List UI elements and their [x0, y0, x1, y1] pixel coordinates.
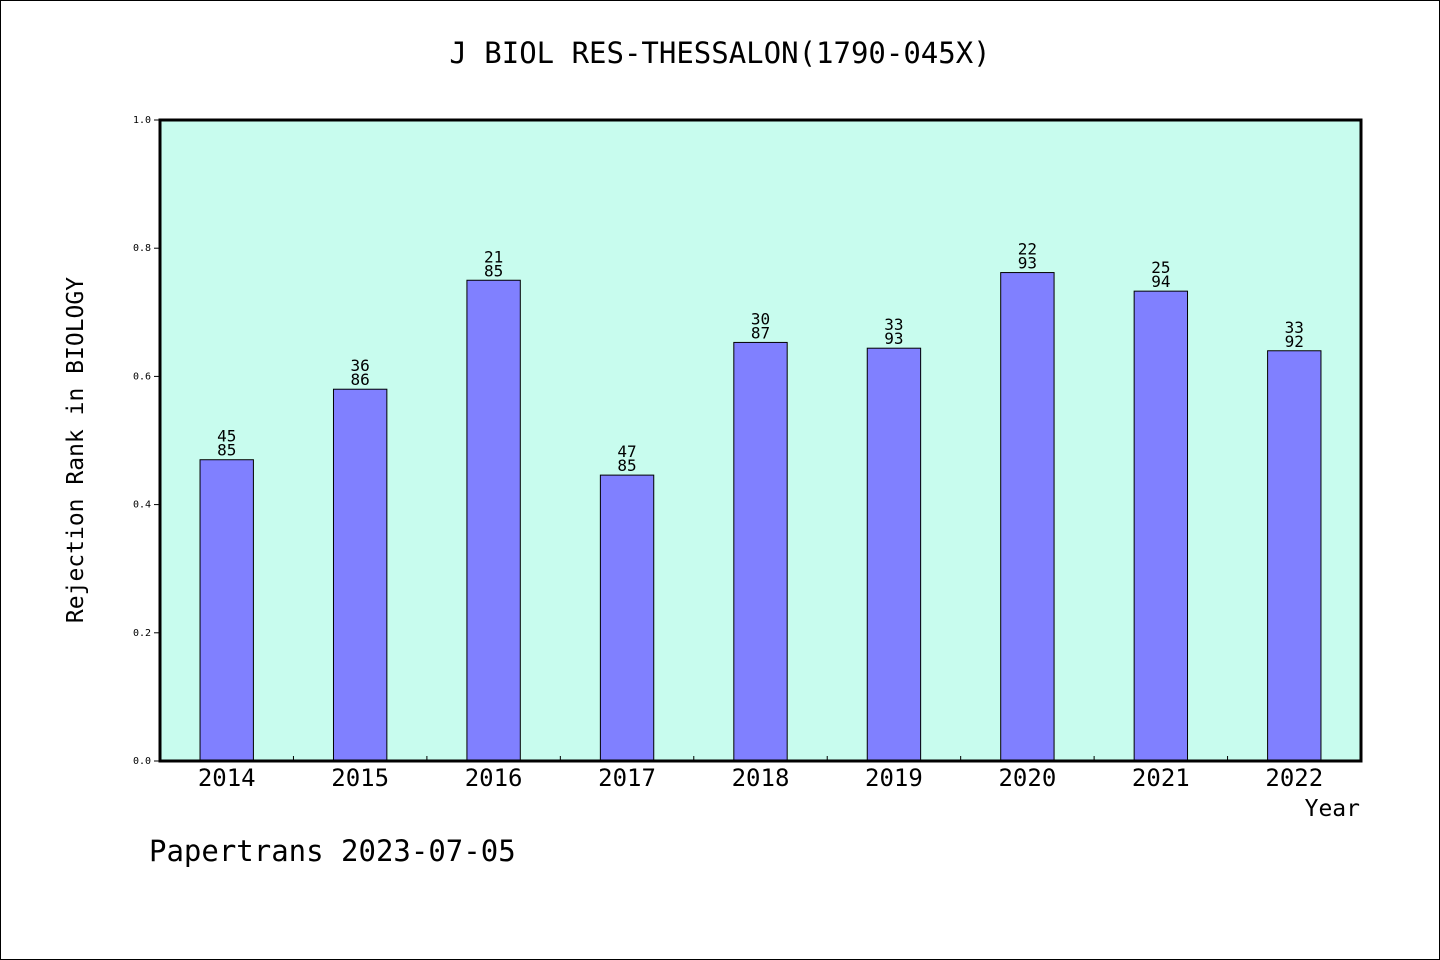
bar-2020 [1000, 272, 1055, 762]
bar-label-total: 85 [217, 441, 236, 460]
bar-label-total: 92 [1285, 332, 1304, 351]
y-tick-label: 0.2 [133, 628, 151, 639]
x-tick-label: 2016 [465, 764, 523, 792]
y-tick-label: 0.0 [133, 756, 151, 767]
x-tick-label: 2014 [198, 764, 256, 792]
y-tick-label: 0.4 [133, 500, 151, 511]
bar-label-total: 85 [617, 456, 636, 475]
plot-border [158, 118, 1363, 763]
bar-2022 [1267, 350, 1322, 762]
x-tick-label: 2020 [998, 764, 1056, 792]
bar-label-rank: 33 [1285, 318, 1304, 337]
y-tick-label: 0.8 [133, 243, 151, 254]
bar-label-rank: 22 [1018, 240, 1037, 259]
x-tick-label: 2021 [1132, 764, 1190, 792]
bar-label-total: 87 [751, 323, 770, 342]
x-tick-label: 2018 [732, 764, 790, 792]
bar-2014 [199, 459, 254, 762]
bar-2019 [866, 347, 922, 762]
bar-label-total: 94 [1151, 272, 1170, 291]
bar-label-total: 86 [351, 370, 370, 389]
bar-label-total: 93 [1018, 254, 1037, 273]
bar-label-rank: 45 [217, 427, 236, 446]
x-tick-label: 2022 [1265, 764, 1323, 792]
x-axis-label: Year [1304, 796, 1360, 822]
y-tick-label: 0.6 [133, 371, 151, 382]
x-tick-label: 2019 [865, 764, 923, 792]
bar-label-total: 93 [884, 329, 903, 348]
bar-2016 [466, 279, 521, 762]
bar-label-rank: 21 [484, 247, 503, 266]
bar-2018 [733, 341, 788, 762]
x-tick-label: 2017 [598, 764, 656, 792]
chart-title: J BIOL RES-THESSALON(1790-045X) [449, 36, 991, 70]
bar-label-rank: 47 [617, 442, 636, 461]
bar-label-rank: 25 [1151, 258, 1170, 277]
bar-2015 [332, 388, 388, 762]
bar-label-rank: 36 [351, 356, 370, 375]
bar-label-total: 85 [484, 261, 503, 280]
bar-2017 [599, 474, 655, 762]
bar-2021 [1133, 290, 1189, 762]
bar-label-rank: 33 [884, 315, 903, 334]
footer-credit: Papertrans 2023-07-05 [149, 834, 516, 868]
bar-label-rank: 30 [751, 309, 770, 328]
x-tick-label: 2015 [331, 764, 389, 792]
y-tick-label: 1.0 [133, 115, 151, 126]
